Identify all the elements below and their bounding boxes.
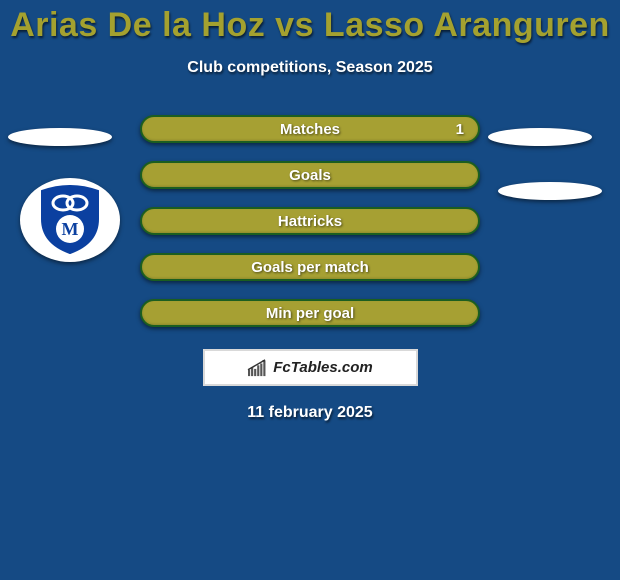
stat-row-goals: Goals [140, 161, 480, 189]
brand-box: FcTables.com [203, 349, 418, 386]
stat-label: Hattricks [278, 213, 342, 230]
page-root: Arias De la Hoz vs Lasso Aranguren Club … [0, 0, 620, 580]
page-title: Arias De la Hoz vs Lasso Aranguren [10, 6, 610, 45]
stat-row-matches: Matches 1 [140, 115, 480, 143]
stat-row-hattricks: Hattricks [140, 207, 480, 235]
stat-value-right: 1 [456, 121, 464, 138]
stat-label: Matches [280, 121, 340, 138]
stat-row-gpm: Goals per match [140, 253, 480, 281]
stats-container: Matches 1 Goals Hattricks Goals per matc… [0, 115, 620, 327]
stat-label: Goals per match [251, 259, 369, 276]
brand-chart-icon [247, 359, 267, 377]
stat-label: Goals [289, 167, 331, 184]
date-text: 11 february 2025 [247, 404, 372, 422]
brand-text: FcTables.com [273, 359, 372, 376]
page-subtitle: Club competitions, Season 2025 [187, 59, 432, 77]
stat-row-mpg: Min per goal [140, 299, 480, 327]
stat-label: Min per goal [266, 305, 354, 322]
